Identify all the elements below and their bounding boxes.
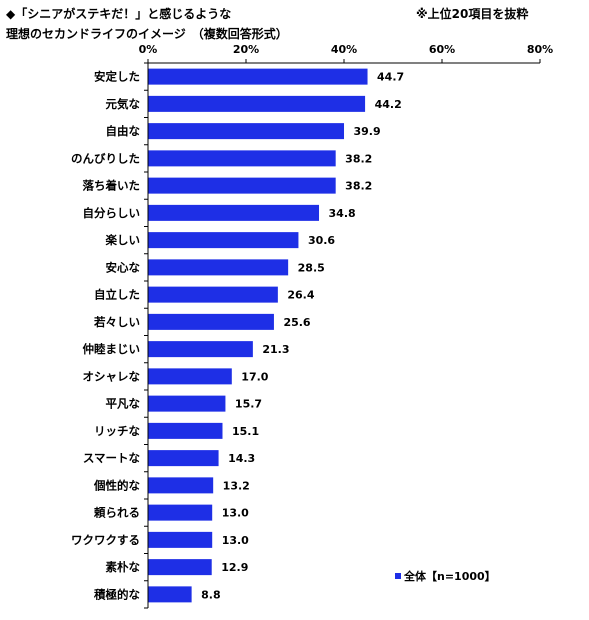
data-label: 28.5 [298, 261, 325, 274]
category-label: 素朴な [106, 560, 141, 574]
data-label: 13.0 [222, 507, 249, 520]
bar [148, 95, 366, 112]
data-label: 38.2 [345, 180, 372, 193]
bar [148, 368, 232, 385]
category-label: 落ち着いた [83, 179, 141, 193]
legend-label: 全体【n=1000】 [403, 569, 496, 583]
bar [148, 422, 223, 439]
chart-note: ※上位20項目を抜粋 [416, 7, 529, 21]
data-label: 15.7 [235, 398, 262, 411]
category-label: 元気な [106, 97, 141, 111]
category-label: スマートな [83, 451, 141, 465]
data-label: 39.9 [354, 125, 381, 138]
data-label: 21.3 [262, 343, 289, 356]
bar [148, 341, 253, 358]
bar [148, 286, 278, 303]
category-label: オシャレな [83, 369, 141, 383]
category-label: 自立した [94, 288, 140, 302]
category-label: 平凡な [106, 397, 141, 411]
x-tick-label: 0% [139, 43, 158, 56]
bar [148, 586, 192, 603]
bar [148, 559, 212, 576]
bar [148, 395, 226, 412]
data-label: 17.0 [241, 370, 268, 383]
data-label: 25.6 [283, 316, 310, 329]
data-label: 44.2 [375, 98, 402, 111]
data-label: 12.9 [221, 561, 248, 574]
bar [148, 232, 299, 249]
category-label: 安心な [106, 260, 141, 274]
bar [148, 204, 320, 221]
bar [148, 150, 336, 167]
x-tick-label: 60% [429, 43, 455, 56]
category-label: 仲睦まじい [83, 342, 141, 356]
data-label: 44.7 [377, 71, 404, 84]
category-label: のんびりした [71, 151, 140, 165]
bar [148, 531, 213, 548]
category-label: 自分らしい [83, 206, 141, 220]
bar [148, 177, 336, 194]
x-tick-label: 40% [331, 43, 357, 56]
category-label: ワクワクする [71, 533, 140, 547]
data-label: 38.2 [345, 152, 372, 165]
bar [148, 259, 289, 276]
category-label: 楽しい [105, 233, 141, 247]
data-label: 8.8 [201, 588, 221, 601]
data-label: 13.2 [223, 479, 250, 492]
bar [148, 504, 213, 521]
data-label: 14.3 [228, 452, 255, 465]
category-label: 個性的な [93, 478, 140, 492]
category-label: 頼られる [94, 506, 140, 520]
category-label: 若々しい [94, 315, 140, 329]
bar [148, 68, 368, 85]
data-label: 30.6 [308, 234, 335, 247]
chart-title-line1: ◆「シニアがステキだ！」と感じるような [6, 7, 232, 21]
legend-swatch [395, 573, 401, 579]
x-tick-label: 80% [527, 43, 553, 56]
bar [148, 450, 219, 467]
chart-title-line2: 理想のセカンドライフのイメージ （複数回答形式） [6, 27, 288, 41]
bar [148, 313, 274, 330]
x-tick-label: 20% [233, 43, 259, 56]
data-label: 15.1 [232, 425, 259, 438]
data-label: 34.8 [329, 207, 356, 220]
bar [148, 123, 345, 140]
data-label: 26.4 [287, 289, 314, 302]
category-label: 積極的な [93, 587, 140, 601]
category-label: 安定した [94, 70, 140, 84]
data-label: 13.0 [222, 534, 249, 547]
category-label: 自由な [106, 124, 141, 138]
category-label: リッチな [94, 424, 140, 438]
bar [148, 477, 214, 494]
